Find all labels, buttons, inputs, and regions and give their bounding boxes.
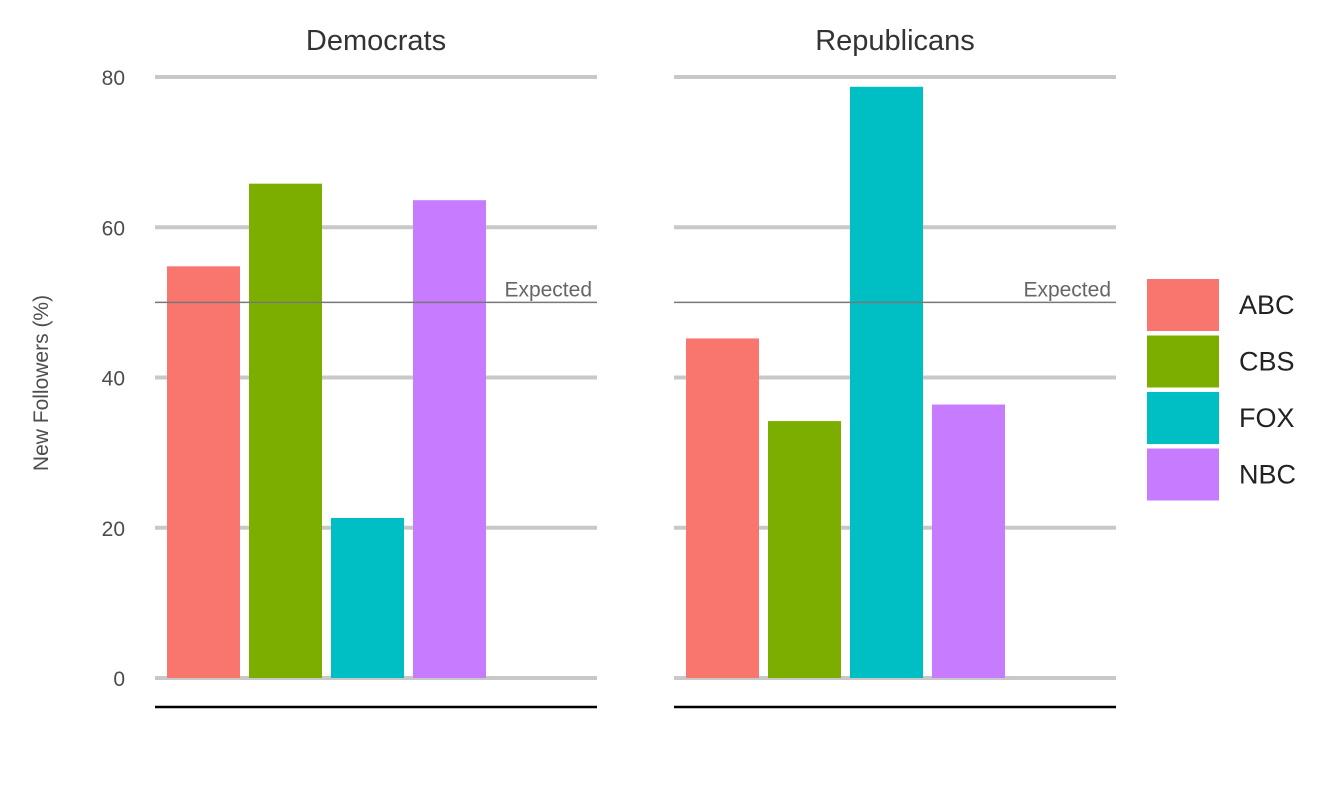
legend-key-fox (1147, 392, 1219, 444)
y-tick-label: 40 (102, 368, 125, 391)
facet-title: Republicans (815, 25, 975, 57)
bar-republicans-fox (850, 86, 923, 679)
bar-democrats-fox (331, 517, 404, 678)
legend-label-nbc: NBC (1239, 460, 1296, 490)
bar-democrats-abc (167, 266, 240, 678)
legend-key-abc (1147, 279, 1219, 331)
y-tick-label: 20 (102, 518, 125, 541)
bar-democrats-cbs (249, 183, 322, 679)
legend-key-cbs (1147, 335, 1219, 388)
y-tick-label: 60 (102, 217, 125, 240)
bar-republicans-cbs (768, 421, 841, 678)
facet-panel-democrats: Democrats 0 20 40 60 80 Expected (102, 25, 597, 709)
expected-label: Expected (1023, 278, 1111, 301)
legend: ABC CBS FOX NBC (1147, 279, 1296, 501)
expected-label: Expected (504, 278, 592, 301)
facet-panel-republicans: Republicans Expected (674, 25, 1116, 709)
bar-republicans-nbc (932, 404, 1005, 678)
legend-key-nbc (1147, 448, 1219, 501)
legend-label-fox: FOX (1239, 403, 1295, 433)
facets: Democrats 0 20 40 60 80 Expected Republicans Exp… (102, 25, 1116, 709)
legend-label-cbs: CBS (1239, 347, 1295, 377)
y-tick-label: 80 (102, 67, 125, 90)
bar-republicans-abc (686, 338, 759, 678)
y-axis-title: New Followers (%) (30, 295, 53, 471)
y-tick-label: 0 (113, 668, 125, 691)
bar-democrats-nbc (413, 200, 486, 678)
legend-label-abc: ABC (1239, 290, 1295, 320)
facet-title: Democrats (306, 25, 446, 57)
